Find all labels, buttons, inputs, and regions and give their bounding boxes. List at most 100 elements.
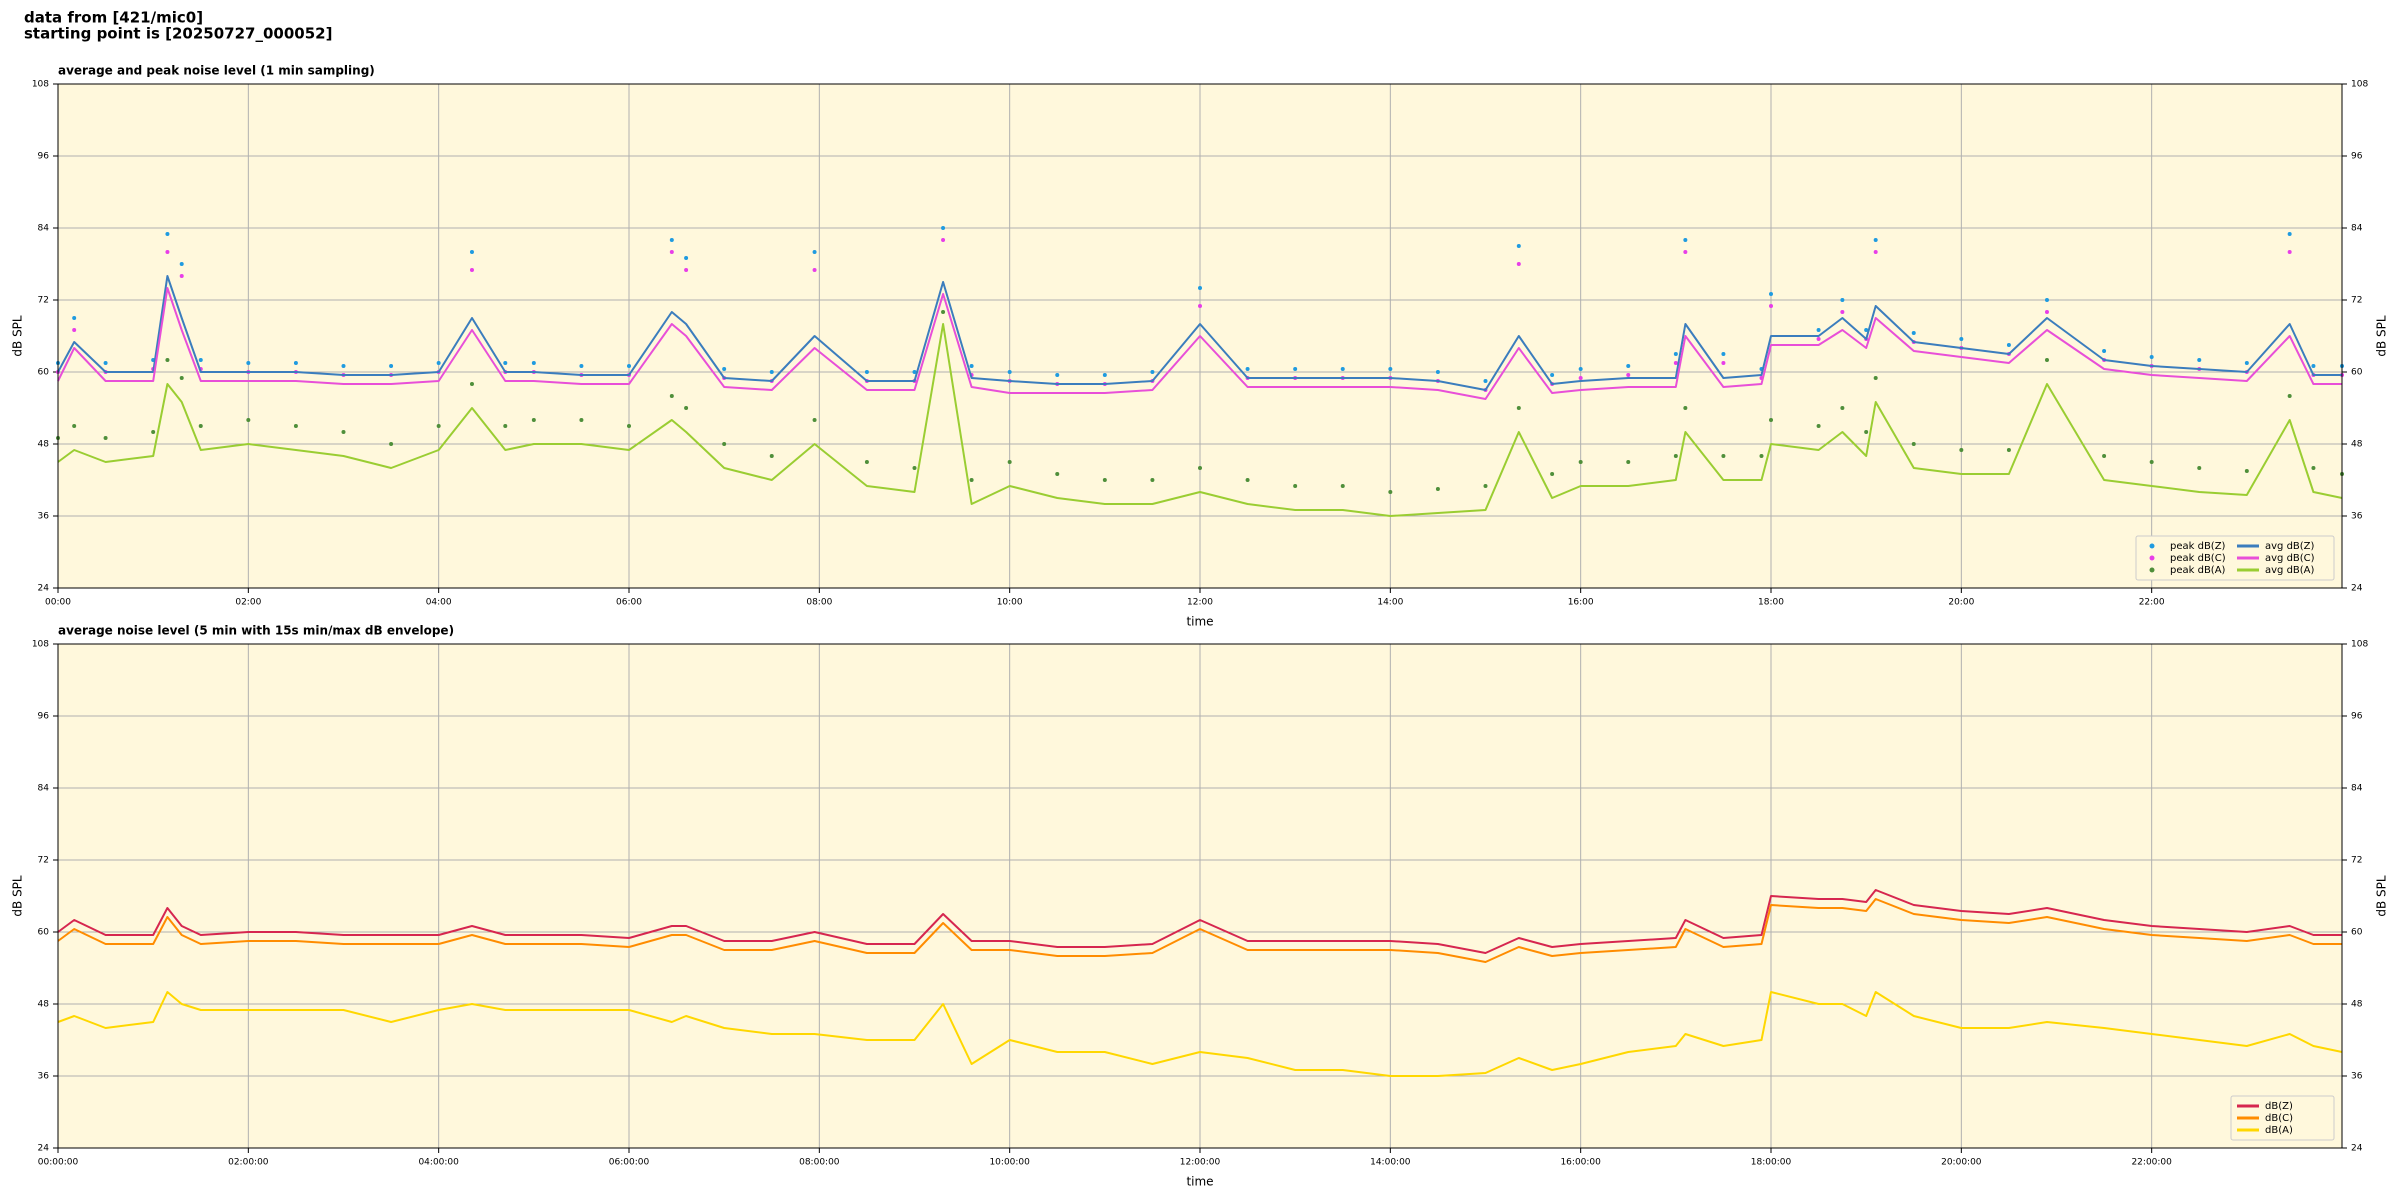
peak-point [1721,352,1726,356]
peak-point [72,328,77,332]
peak-point [1626,364,1631,368]
legend-label: avg dB(Z) [2265,541,2315,552]
subplot: 00:00 02:00 04:00 06:00 08:00 10:00 12:00 14:00… [11,64,2389,629]
peak-point [1150,370,1155,374]
y-tick-label-left: 36 [38,512,50,522]
peak-point [722,442,727,446]
series-line [57,287,2342,400]
y-tick-label-left: 36 [38,1072,50,1082]
peak-point [293,424,298,428]
peak-point [151,430,156,434]
subplot: 00:00:00 02:00:00 04:00:00 06:00:00 08:00:00… [11,624,2389,1189]
y-tick-label-left: 96 [38,712,50,722]
peak-point [1055,373,1060,377]
peak-point [1864,328,1869,332]
peak-point [1721,454,1726,458]
y-tick-label-right: 72 [2351,856,2362,866]
peak-point [72,316,77,320]
legend-label: peak dB(A) [2170,565,2226,576]
legend-label: dB(Z) [2265,1101,2293,1112]
peak-point [1769,418,1773,422]
y-tick-label-left: 108 [32,640,49,650]
peak-point [1055,472,1060,476]
peak-point [1245,478,1250,482]
peak-point [2102,454,2107,458]
peak-point [246,361,251,365]
x-tick-label: 20:00 [1948,598,1974,608]
x-tick-label: 16:00 [1568,598,1594,608]
peak-point [1245,367,1250,371]
peak-point [2006,343,2011,347]
x-axis-label: time [1186,1175,1213,1189]
peak-point [1840,298,1845,302]
series-line [57,323,2343,517]
peak-point [503,361,508,365]
peak-point [1550,472,1555,476]
peak-point [941,238,946,242]
peak-point [1683,250,1688,254]
legend-label: avg dB(A) [2265,565,2315,576]
peak-point [2287,232,2292,236]
peak-point [436,361,441,365]
y-tick-label-left: 84 [38,224,50,234]
peak-point [2006,448,2011,452]
peak-point [1683,238,1688,242]
series-line [57,275,2342,391]
peak-point [912,370,917,374]
peak-point [2287,394,2292,398]
peak-point [941,310,946,314]
peak-point [1873,376,1878,380]
y-tick-label-left: 108 [32,80,49,90]
peak-point [1435,370,1440,374]
peak-point [1911,331,1916,335]
y-axis-label-left: dB SPL [11,315,25,357]
peak-point [1550,373,1555,377]
peak-point [1516,262,1521,266]
y-tick-label-right: 108 [2351,80,2368,90]
peak-point [1198,304,1202,308]
legend-label: peak dB(Z) [2170,541,2226,552]
peak-point [389,364,394,368]
x-tick-label: 06:00:00 [609,1158,650,1168]
peak-point [341,430,346,434]
peak-point [1873,238,1878,242]
legend-label: peak dB(C) [2170,553,2226,564]
legend-marker [2149,555,2155,561]
peak-point [684,406,689,410]
peak-point [1840,406,1845,410]
peak-point [1626,460,1631,464]
x-tick-label: 12:00:00 [1180,1158,1221,1168]
series-line [57,889,2342,954]
peak-point [912,466,917,470]
y-tick-label-right: 60 [2351,928,2363,938]
peak-point [1007,370,1012,374]
peak-point [436,424,441,428]
peak-point [1673,352,1678,356]
peak-point [103,436,108,440]
y-axis-label-left: dB SPL [11,875,25,917]
y-tick-label-left: 72 [38,856,49,866]
peak-point [722,367,727,371]
plot-frame [57,83,2343,589]
plot-frame [57,643,2343,1149]
peak-point [179,376,184,380]
peak-point [2044,358,2049,362]
peak-point [2244,469,2249,473]
x-tick-label: 22:00:00 [2131,1158,2172,1168]
peak-point [1683,406,1688,410]
peak-point [2044,298,2049,302]
peak-point [2311,364,2316,368]
peak-point [1578,376,1583,380]
peak-point [198,424,203,428]
x-tick-label: 10:00 [997,598,1023,608]
peak-point [1673,454,1678,458]
x-tick-label: 14:00 [1377,598,1403,608]
legend-marker [2149,543,2155,549]
peak-point [2197,358,2202,362]
x-tick-label: 00:00 [45,598,71,608]
subplot-title: average and peak noise level (1 min samp… [58,64,375,78]
peak-point [1816,424,1821,428]
y-tick-label-right: 60 [2351,368,2363,378]
peak-point [1864,430,1869,434]
y-tick-label-right: 96 [2351,712,2363,722]
